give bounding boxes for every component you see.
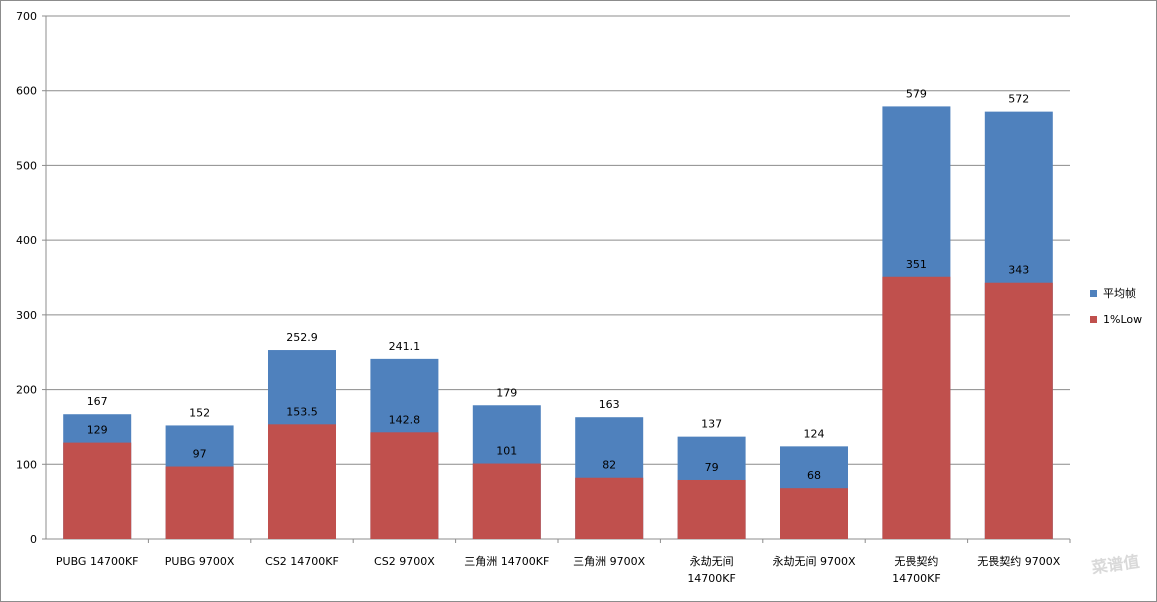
bar-low (780, 488, 848, 539)
data-label-low: 129 (87, 424, 108, 437)
bar-low (472, 463, 541, 539)
bar-low (984, 282, 1053, 539)
y-tick-label: 500 (16, 159, 37, 172)
legend-swatch-low (1090, 315, 1097, 323)
legend-swatch-avg (1090, 289, 1097, 297)
x-tick-label: 无畏契约 9700X (977, 554, 1060, 568)
bar-low (268, 424, 336, 539)
x-tick-label: 14700KF (892, 572, 941, 585)
x-tick-label: CS2 9700X (374, 555, 435, 568)
data-label-avg: 167 (87, 395, 108, 408)
legend-item-low: 1%Low (1090, 306, 1142, 332)
x-tick-label: 永劫无间 (690, 554, 734, 568)
data-label-avg: 572 (1008, 93, 1029, 106)
data-label-low: 343 (1008, 264, 1029, 277)
data-label-avg: 152 (189, 406, 210, 419)
data-label-avg: 241.1 (389, 340, 421, 353)
y-tick-label: 100 (16, 458, 37, 471)
x-tick-label: PUBG 14700KF (56, 555, 139, 568)
data-label-low: 97 (193, 448, 207, 461)
data-label-low: 68 (807, 469, 821, 482)
bar-low (63, 442, 132, 539)
data-label-low: 82 (602, 459, 616, 472)
bar-low (677, 479, 746, 539)
bar-low (575, 477, 644, 539)
data-label-low: 142.8 (389, 413, 421, 426)
data-label-avg: 163 (599, 398, 620, 411)
x-tick-label: PUBG 9700X (165, 555, 235, 568)
y-tick-label: 600 (16, 85, 37, 98)
data-label-low: 153.5 (286, 405, 318, 418)
data-label-avg: 252.9 (286, 331, 318, 344)
x-tick-label: 三角洲 9700X (573, 555, 645, 568)
data-label-avg: 179 (496, 386, 517, 399)
y-tick-label: 700 (16, 10, 37, 23)
data-label-low: 351 (906, 258, 927, 271)
y-tick-label: 400 (16, 234, 37, 247)
y-tick-label: 300 (16, 309, 37, 322)
data-label-avg: 137 (701, 418, 722, 431)
y-tick-label: 0 (30, 533, 37, 546)
bar-low (165, 466, 234, 539)
x-tick-label: 三角洲 14700KF (464, 555, 549, 568)
data-label-avg: 579 (906, 87, 927, 100)
data-label-low: 79 (705, 461, 719, 474)
x-tick-label: 无畏契约 (894, 554, 938, 568)
x-tick-label: 14700KF (687, 572, 736, 585)
legend: 平均帧 1%Low (1090, 280, 1142, 332)
data-label-avg: 124 (804, 427, 825, 440)
x-tick-label: 永劫无间 9700X (772, 554, 855, 568)
bar-low (882, 276, 951, 539)
legend-item-avg: 平均帧 (1090, 280, 1142, 306)
y-tick-label: 200 (16, 384, 37, 397)
bar-low (370, 432, 439, 539)
legend-label-avg: 平均帧 (1103, 287, 1136, 300)
data-label-low: 101 (496, 445, 517, 458)
legend-label-low: 1%Low (1103, 312, 1143, 326)
x-tick-label: CS2 14700KF (265, 555, 339, 568)
